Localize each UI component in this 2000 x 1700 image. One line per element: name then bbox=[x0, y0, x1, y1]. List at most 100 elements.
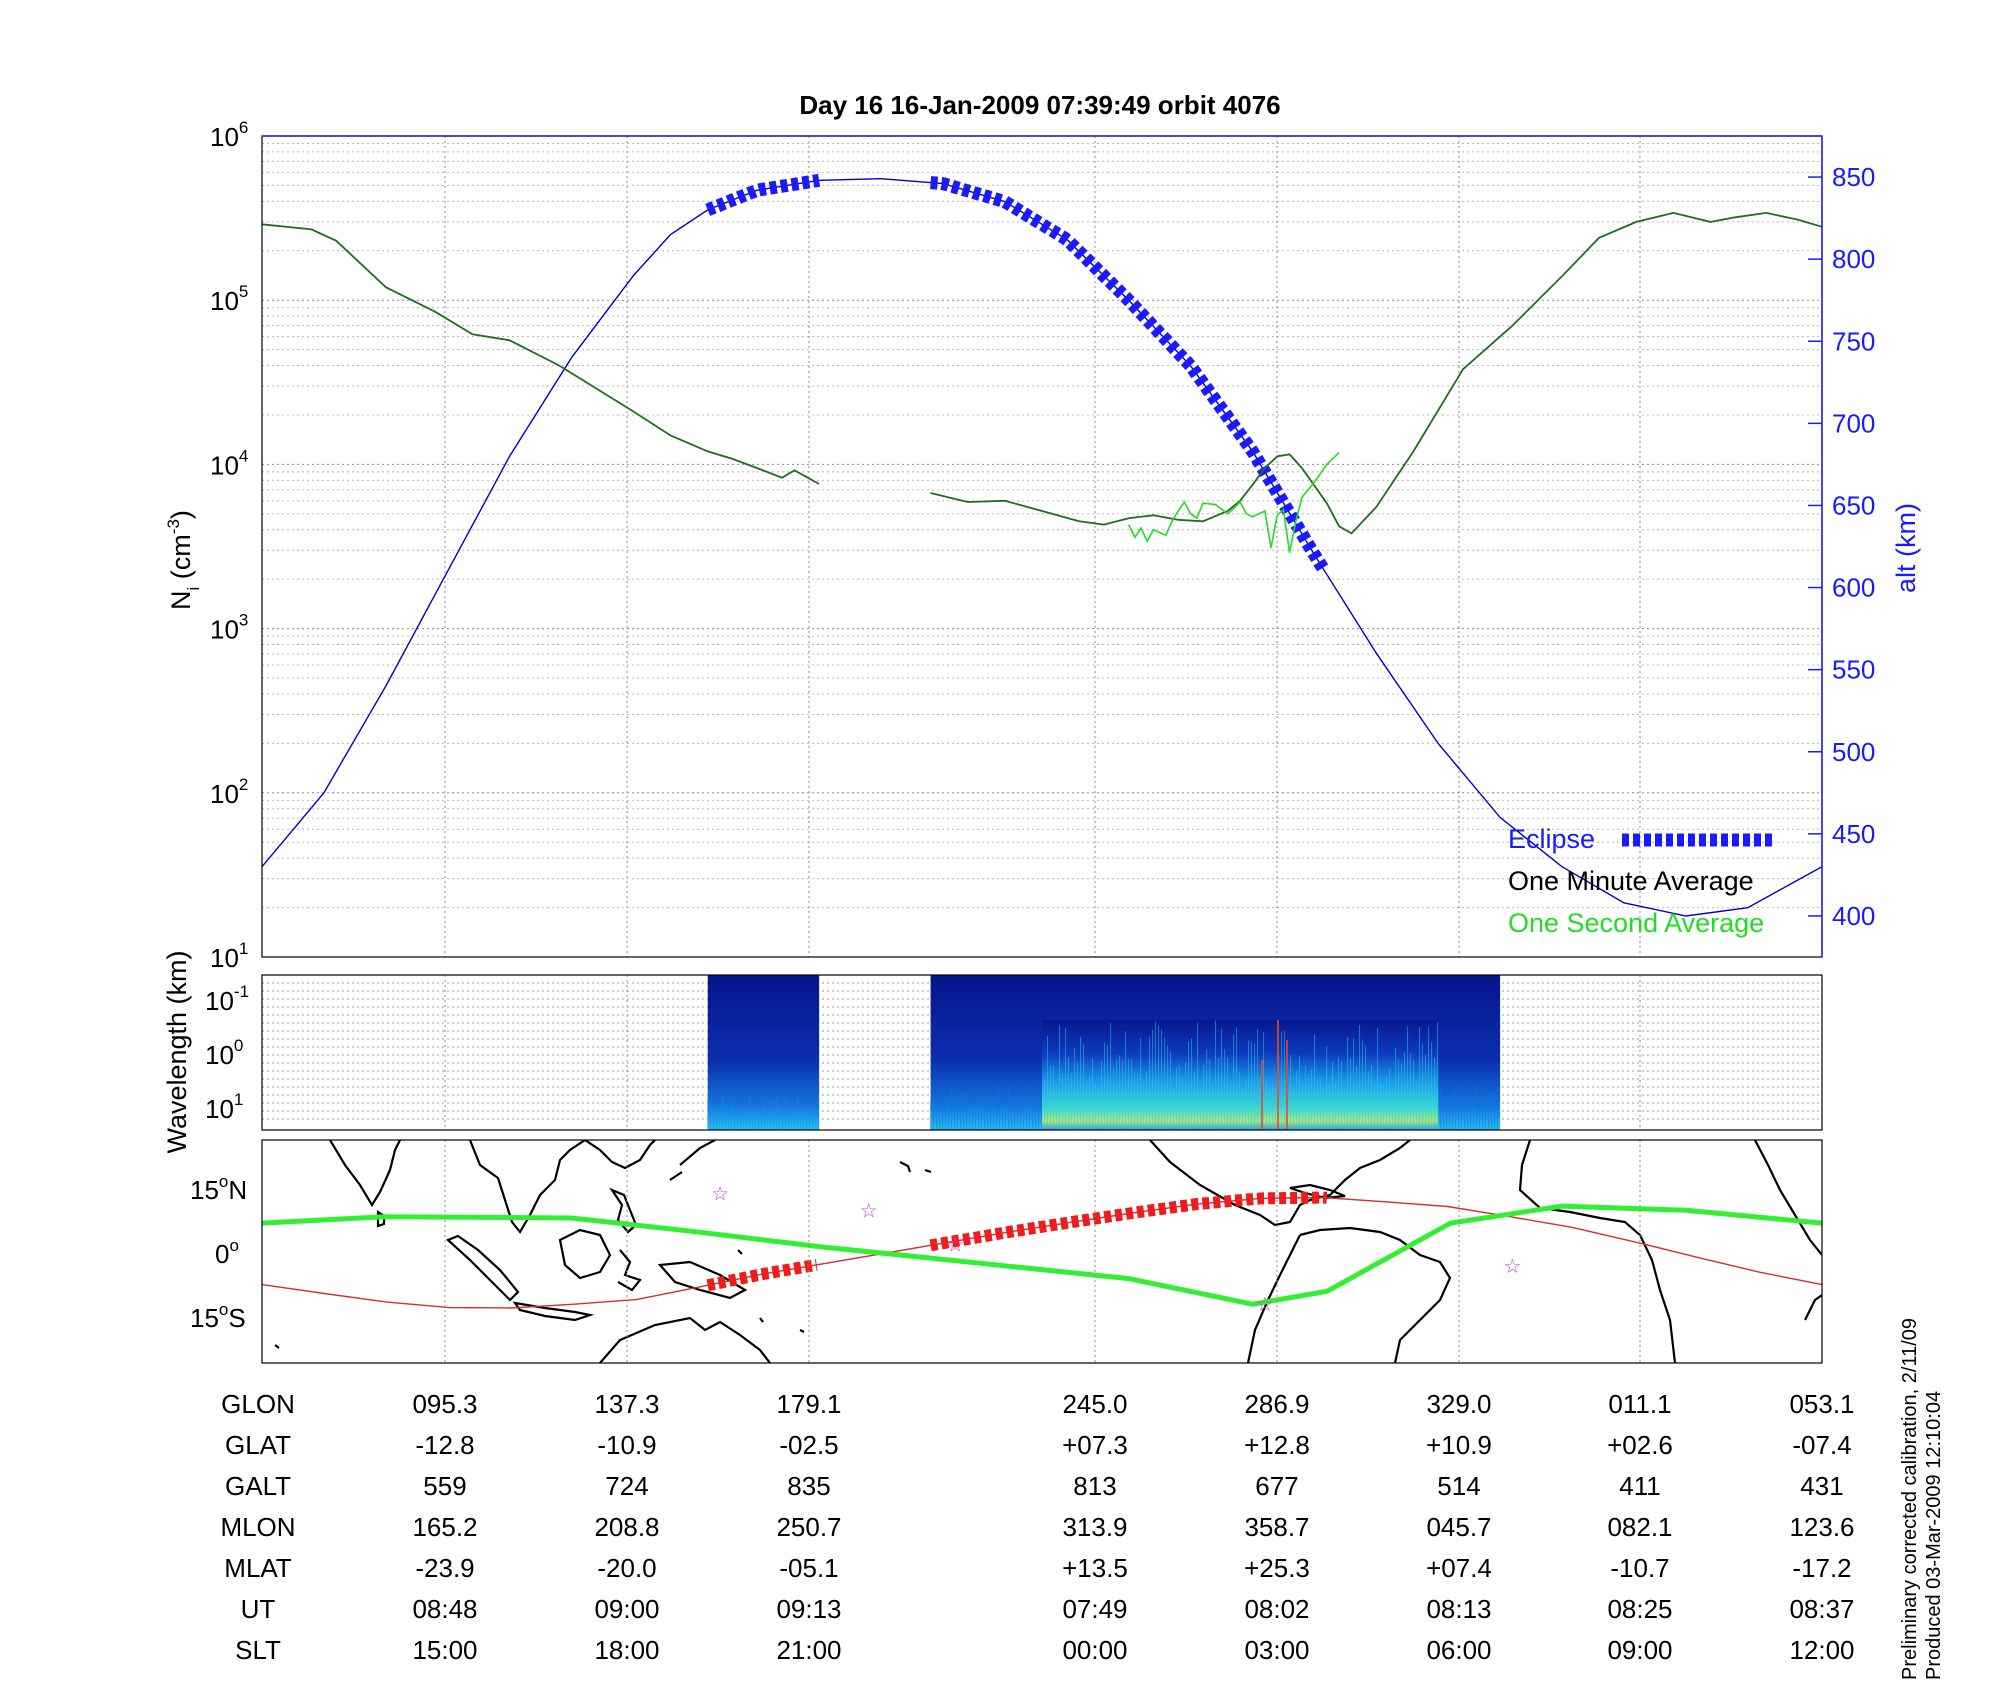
row-label-mlat: MLAT bbox=[224, 1553, 292, 1583]
tick-exponent: 3 bbox=[239, 611, 248, 630]
degree-symbol: o bbox=[229, 1236, 238, 1255]
coast-java bbox=[512, 1301, 595, 1322]
table-cell: 011.1 bbox=[1608, 1389, 1671, 1419]
table-cell: -07.4 bbox=[1792, 1430, 1851, 1460]
top-series-group bbox=[262, 173, 1822, 917]
altitude-tick-label: 750 bbox=[1832, 326, 1875, 356]
spectrogram-tick-label: 101 bbox=[205, 1090, 243, 1124]
degree-symbol: o bbox=[219, 1300, 228, 1319]
spectrogram-y-label: Wavelength (km) bbox=[162, 950, 192, 1153]
spectrogram-axes-box bbox=[261, 974, 1823, 1131]
table-cell: 18:00 bbox=[594, 1635, 659, 1665]
tick-base: 10 bbox=[205, 986, 234, 1016]
altitude-tick-label: 450 bbox=[1832, 819, 1875, 849]
table-cell: 179.1 bbox=[776, 1389, 841, 1419]
map-axes-box bbox=[261, 1139, 1823, 1364]
latitude-degrees: 15 bbox=[190, 1303, 219, 1333]
table-cell: +13.5 bbox=[1062, 1553, 1128, 1583]
density-tick-label: 106 bbox=[210, 118, 248, 152]
density-tick-label: 105 bbox=[210, 282, 248, 316]
altitude-tick-label: 550 bbox=[1832, 655, 1875, 685]
table-cell: 514 bbox=[1437, 1471, 1480, 1501]
table-cell: -23.9 bbox=[415, 1553, 474, 1583]
latitude-degrees: 15 bbox=[190, 1175, 219, 1205]
coastlines bbox=[274, 1140, 1822, 1363]
coast-south-america bbox=[1246, 1226, 1452, 1363]
table-cell: -10.7 bbox=[1610, 1553, 1669, 1583]
row-label-glat: GLAT bbox=[225, 1430, 291, 1460]
table-cell: 21:00 bbox=[776, 1635, 841, 1665]
table-cell: 431 bbox=[1800, 1471, 1843, 1501]
table-cell: 08:13 bbox=[1426, 1594, 1491, 1624]
table-cell: 09:00 bbox=[1607, 1635, 1672, 1665]
table-cell: -02.5 bbox=[779, 1430, 838, 1460]
calibration-note: Preliminary corrected calibration, 2/11/… bbox=[1899, 1318, 1921, 1680]
table-cell: 045.7 bbox=[1426, 1512, 1491, 1542]
legend-second: One Second Average bbox=[1508, 908, 1764, 938]
map-tracks: ☆ ☆ ☆ ☆ ☆ bbox=[262, 1181, 1822, 1316]
table-cell: 724 bbox=[605, 1471, 648, 1501]
coast-new-guinea bbox=[657, 1260, 748, 1300]
star-marker: ☆ bbox=[711, 1181, 729, 1205]
table-cell: 358.7 bbox=[1244, 1512, 1309, 1542]
density-tick-label: 104 bbox=[210, 446, 248, 480]
table-cell: 08:48 bbox=[412, 1594, 477, 1624]
eclipse-segment bbox=[930, 176, 1330, 574]
row-label-galt: GALT bbox=[225, 1471, 291, 1501]
table-cell: 835 bbox=[787, 1471, 830, 1501]
table-cell: 00:00 bbox=[1062, 1635, 1127, 1665]
tick-base: 10 bbox=[205, 1040, 234, 1070]
latitude-degrees: 0 bbox=[215, 1239, 229, 1269]
table-cell: 053.1 bbox=[1789, 1389, 1854, 1419]
coast-north-america bbox=[1149, 1140, 1411, 1227]
table-cell: 677 bbox=[1255, 1471, 1298, 1501]
latitude-tick-label: 15oS bbox=[190, 1300, 246, 1333]
density-y-label: Ni (cm-3) bbox=[164, 510, 203, 610]
row-label-mlon: MLON bbox=[220, 1512, 295, 1542]
table-cell: 329.0 bbox=[1426, 1389, 1491, 1419]
table-cell: 08:02 bbox=[1244, 1594, 1309, 1624]
altitude-tick-label: 600 bbox=[1832, 573, 1875, 603]
row-label-slt: SLT bbox=[235, 1635, 281, 1665]
latitude-tick-label: 0o bbox=[215, 1236, 239, 1269]
table-cell: -05.1 bbox=[779, 1553, 838, 1583]
spectrogram-data bbox=[707, 975, 1501, 1130]
altitude-tick-label: 800 bbox=[1832, 244, 1875, 274]
table-cell: 06:00 bbox=[1426, 1635, 1491, 1665]
coast-borneo bbox=[558, 1228, 612, 1280]
coast-sulawesi bbox=[617, 1249, 642, 1292]
tick-base: 10 bbox=[210, 286, 239, 316]
altitude-tick-label: 650 bbox=[1832, 490, 1875, 520]
altitude-y-ticks: 400 450 500 550 600 650 700 750 800 850 bbox=[1808, 162, 1875, 931]
table-cell: -20.0 bbox=[597, 1553, 656, 1583]
table-cell: 813 bbox=[1073, 1471, 1116, 1501]
altitude-tick-label: 850 bbox=[1832, 162, 1875, 192]
eclipse-ground-track bbox=[929, 1191, 1328, 1252]
table-cell: 559 bbox=[423, 1471, 466, 1501]
altitude-tick-label: 500 bbox=[1832, 737, 1875, 767]
table-cell: +02.6 bbox=[1607, 1430, 1673, 1460]
table-cell: 411 bbox=[1619, 1471, 1660, 1501]
tick-base: 10 bbox=[210, 122, 239, 152]
top-grid bbox=[262, 136, 1822, 958]
altitude-y-label: alt (km) bbox=[1891, 503, 1921, 593]
hemisphere: S bbox=[228, 1303, 245, 1333]
tick-exponent: 1 bbox=[234, 1090, 243, 1109]
table-cell: 313.9 bbox=[1062, 1512, 1127, 1542]
star-marker: ☆ bbox=[860, 1198, 878, 1222]
hemisphere: N bbox=[228, 1175, 247, 1205]
coast-japan bbox=[669, 1140, 716, 1181]
degree-symbol: o bbox=[219, 1172, 228, 1191]
table-cell: 208.8 bbox=[594, 1512, 659, 1542]
table-cell: 09:00 bbox=[594, 1594, 659, 1624]
table-cell: 08:37 bbox=[1789, 1594, 1854, 1624]
coast-sumatra bbox=[445, 1234, 520, 1302]
table-cell: 15:00 bbox=[412, 1635, 477, 1665]
tick-exponent: 6 bbox=[239, 118, 248, 137]
